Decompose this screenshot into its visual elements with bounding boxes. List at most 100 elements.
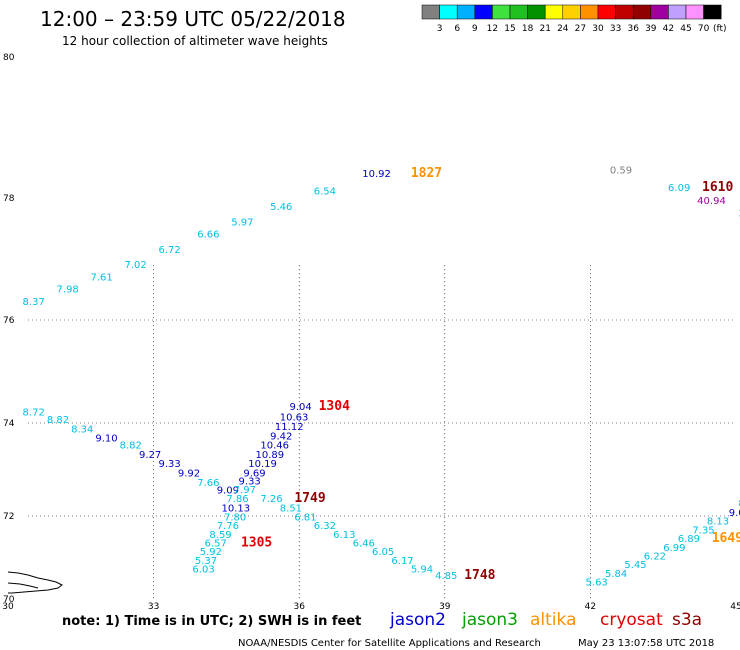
- wave-height-label: 5.63: [586, 578, 608, 589]
- wave-height-label: 6.32: [314, 521, 336, 532]
- color-box-3: [421, 4, 440, 20]
- color-box-36: [615, 4, 634, 20]
- color-box-label: 9: [472, 24, 478, 34]
- color-box-39: [632, 4, 652, 20]
- time-label: 1827: [411, 166, 442, 181]
- lon-tick-label: 39: [439, 602, 451, 612]
- color-box-label: 21: [539, 24, 550, 34]
- color-box-33: [597, 4, 616, 20]
- color-box-27: [562, 4, 581, 20]
- lat-tick-label: 74: [3, 419, 15, 429]
- wave-height-label: 10.19: [248, 459, 277, 470]
- footer-note: note: 1) Time is in UTC; 2) SWH is in fe…: [62, 614, 361, 629]
- wave-height-label: 7.61: [91, 272, 113, 283]
- time-label: 1304: [319, 399, 350, 414]
- wave-height-label: 6.13: [333, 530, 355, 541]
- wave-height-labels: 8.37 7.98 7.61 7.02 6.72 6.66 5.97 5.46 6.54 10.9…: [23, 165, 740, 588]
- legend-jason3: jason3: [461, 610, 518, 630]
- wave-height-label: 7.26: [260, 494, 282, 505]
- lat-tick-label: 80: [3, 53, 15, 63]
- color-box-15: [492, 4, 511, 20]
- wave-height-label: 6.09: [668, 183, 690, 194]
- wave-height-label: 9.05: [729, 508, 740, 519]
- wave-height-label: 9.09: [217, 486, 239, 497]
- wave-height-label: 7.66: [197, 478, 219, 489]
- color-box-18: [509, 4, 528, 20]
- wave-height-label: 7.98: [57, 285, 79, 296]
- wave-height-label: 9.69: [243, 468, 265, 479]
- wave-height-label: 6.03: [192, 565, 214, 576]
- map-subtitle: 12 hour collection of altimeter wave hei…: [62, 34, 328, 48]
- color-box-label: 12: [487, 24, 498, 34]
- wave-height-label: 10.46: [260, 441, 289, 452]
- map-tick-labels: 30 33 36 39 42 45 70 72 74 76 78 80: [2, 53, 740, 612]
- color-box-24: [544, 4, 564, 20]
- wave-height-label: 6.22: [644, 552, 666, 563]
- wave-height-label: 9.92: [178, 468, 200, 479]
- wave-height-label: 9.27: [139, 450, 161, 461]
- time-label: 1749: [294, 491, 325, 506]
- wave-height-label: 10.89: [256, 450, 285, 461]
- color-box-label: 36: [627, 24, 639, 34]
- color-box-30: [580, 4, 599, 20]
- wave-height-label: 8.13: [707, 517, 729, 528]
- wave-height-label: 7.76: [217, 521, 239, 532]
- wave-height-label: 9.33: [158, 459, 180, 470]
- color-box-42: [650, 4, 669, 20]
- wave-height-label: 8.37: [23, 297, 45, 308]
- color-box-12: [474, 4, 493, 20]
- color-box-label: 15: [504, 24, 515, 34]
- wave-height-label: 4.85: [435, 571, 457, 582]
- color-box-45: [668, 4, 687, 20]
- color-box-label: 18: [522, 24, 534, 34]
- legend-s3a: s3a: [672, 610, 702, 630]
- wave-height-label: 8.72: [23, 407, 45, 418]
- wave-height-label: 40.94: [697, 196, 726, 207]
- wave-height-label: 11.12: [275, 422, 304, 433]
- wave-height-label: 5.37: [195, 556, 217, 567]
- wave-height-label: 8.59: [209, 530, 231, 541]
- wave-height-label: 7.97: [234, 485, 256, 496]
- time-label: 1305: [241, 535, 272, 550]
- wave-height-label: 5.92: [200, 547, 222, 558]
- color-box-label: 30: [592, 24, 604, 34]
- wave-height-label: 6.72: [158, 245, 180, 256]
- wave-height-label: 5.97: [231, 217, 253, 228]
- wave-height-label: 10.63: [280, 412, 309, 423]
- wave-height-label: 6.46: [353, 538, 375, 549]
- satellite-legend: jason2 jason3 altika cryosat s3a: [389, 610, 702, 630]
- color-box-label: 27: [575, 24, 586, 34]
- wave-height-label: 9.42: [270, 431, 292, 442]
- lon-tick-label: 42: [585, 602, 596, 612]
- color-box-label: 33: [610, 24, 621, 34]
- wave-height-label: 6.66: [197, 230, 219, 241]
- wave-height-label: 8.82: [120, 441, 142, 452]
- lon-tick-label: 30: [2, 602, 14, 612]
- wave-height-label: 9.04: [289, 402, 311, 413]
- lat-tick-label: 76: [3, 316, 15, 326]
- wave-height-label: 7.02: [124, 260, 146, 271]
- wave-height-label: 7.86: [226, 494, 248, 505]
- footer-credit: NOAA/NESDIS Center for Satellite Applica…: [238, 638, 541, 649]
- wave-height-label: 6.54: [314, 186, 336, 197]
- color-scale-unit: (ft): [713, 24, 727, 34]
- color-box-label: 24: [557, 24, 569, 34]
- coastline-kola-peninsula: [7, 571, 63, 594]
- wave-height-label: 7.35: [692, 525, 714, 536]
- wave-height-label: 6.57: [205, 538, 227, 549]
- color-box-6: [439, 4, 458, 20]
- wave-height-label: 5.45: [624, 560, 646, 571]
- wave-height-label: 9.33: [239, 476, 261, 487]
- wave-height-label: 10.92: [362, 169, 391, 180]
- time-label: 1610: [702, 180, 733, 195]
- wave-height-label: 8: [738, 499, 740, 510]
- wave-height-label: 9.10: [95, 434, 117, 445]
- wave-height-label: 6.99: [663, 543, 685, 554]
- wave-height-label: 6.81: [294, 512, 316, 523]
- wave-height-label: 7.80: [224, 512, 246, 523]
- color-box-label: 6: [454, 24, 460, 34]
- wave-height-label: 5.84: [605, 569, 627, 580]
- color-box-70: [685, 4, 704, 20]
- map-title: 12:00 – 23:59 UTC 05/22/2018: [40, 7, 346, 31]
